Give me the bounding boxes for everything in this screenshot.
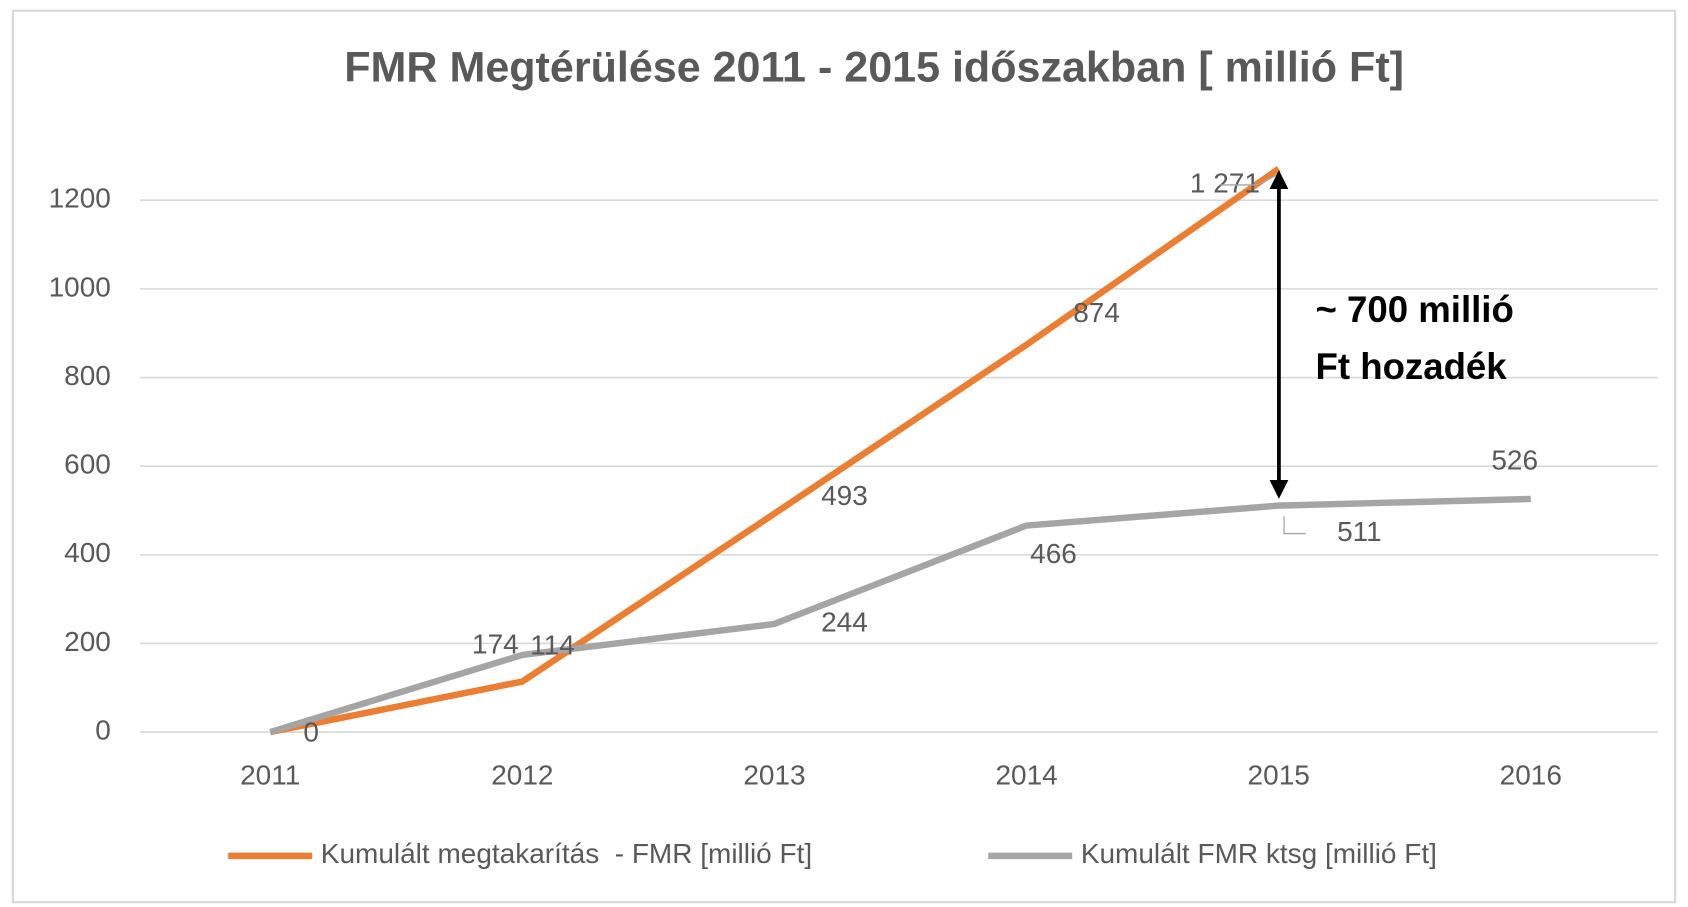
y-tick-label: 1000 xyxy=(49,271,111,302)
x-tick-label: 2016 xyxy=(1500,760,1562,791)
legend-label: Kumulált FMR ktsg [millió Ft] xyxy=(1081,838,1437,869)
y-tick-label: 200 xyxy=(64,626,111,657)
annotation: Ft hozadék xyxy=(1316,346,1508,387)
data-label: 244 xyxy=(821,606,868,637)
x-tick-label: 2015 xyxy=(1248,760,1310,791)
y-tick-label: 800 xyxy=(64,360,111,391)
data-label: 174 xyxy=(472,629,519,660)
series-line xyxy=(269,495,1531,736)
y-tick-label: 1200 xyxy=(49,183,111,214)
data-label: 1 271 xyxy=(1190,167,1260,198)
x-tick-label: 2013 xyxy=(743,760,805,791)
data-label: 511 xyxy=(1337,516,1382,547)
y-tick-label: 400 xyxy=(64,537,111,568)
y-tick-label: 0 xyxy=(95,714,111,745)
leader-line xyxy=(1283,516,1306,535)
x-tick-label: 2014 xyxy=(995,760,1057,791)
x-tick-label: 2012 xyxy=(491,760,553,791)
data-label: 874 xyxy=(1073,297,1120,328)
annotation: ~ 700 millió xyxy=(1316,289,1514,330)
data-label: 466 xyxy=(1030,538,1077,569)
data-label: 0 xyxy=(303,717,319,748)
x-tick-label: 2011 xyxy=(240,760,300,791)
data-label: 114 xyxy=(530,629,575,660)
data-label: 493 xyxy=(821,480,868,511)
legend-label: Kumulált megtakarítás - FMR [millió Ft] xyxy=(321,838,812,869)
chart-frame xyxy=(11,9,1677,904)
data-label: 526 xyxy=(1491,445,1538,476)
series-line xyxy=(269,166,1281,736)
y-tick-label: 600 xyxy=(64,449,111,480)
chart-title: FMR Megtérülése 2011 - 2015 időszakban [… xyxy=(344,43,1404,91)
